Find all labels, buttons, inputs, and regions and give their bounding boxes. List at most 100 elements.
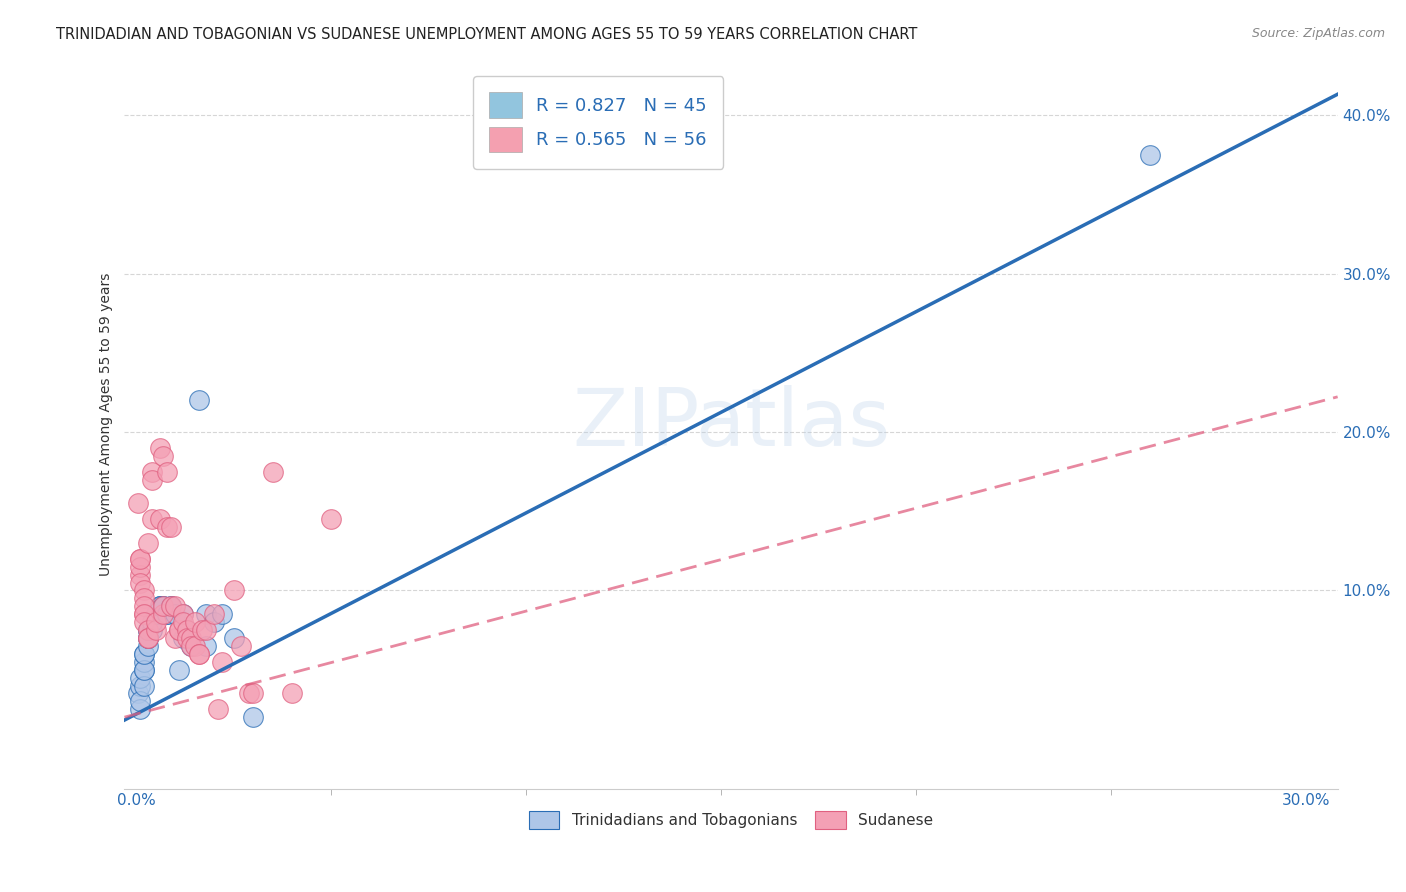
Point [141, 623, 163, 637]
Y-axis label: Unemployment Among Ages 55 to 59 years: Unemployment Among Ages 55 to 59 years [100, 272, 114, 575]
Point [242, 686, 264, 700]
Point [132, 679, 155, 693]
Point [165, 631, 187, 645]
Point [172, 607, 194, 622]
Point [281, 686, 304, 700]
Point [145, 615, 167, 629]
Legend: Trinidadians and Tobagonians, Sudanese: Trinidadians and Tobagonians, Sudanese [523, 805, 939, 836]
Point [152, 599, 174, 614]
Point [167, 623, 190, 637]
Point [145, 623, 167, 637]
Point [129, 575, 152, 590]
Point [165, 607, 187, 622]
Point [127, 496, 149, 510]
Point [191, 623, 214, 637]
Point [152, 599, 174, 614]
Point [132, 607, 155, 622]
Point [136, 631, 159, 645]
Point [132, 615, 155, 629]
Point [152, 607, 174, 622]
Point [136, 623, 159, 637]
Point [132, 607, 155, 622]
Point [136, 631, 159, 645]
Point [156, 465, 179, 479]
Point [180, 639, 202, 653]
Point [129, 694, 152, 708]
Text: ZIPatlas: ZIPatlas [572, 385, 890, 463]
Point [136, 631, 159, 645]
Point [165, 599, 187, 614]
Point [160, 520, 183, 534]
Point [183, 639, 205, 653]
Point [160, 599, 183, 614]
Point [195, 639, 218, 653]
Point [172, 615, 194, 629]
Point [136, 639, 159, 653]
Point [202, 607, 225, 622]
Point [129, 702, 152, 716]
Point [1139, 147, 1161, 161]
Point [132, 663, 155, 677]
Point [172, 631, 194, 645]
Point [136, 623, 159, 637]
Point [222, 583, 245, 598]
Point [132, 583, 155, 598]
Point [187, 393, 209, 408]
Point [141, 615, 163, 629]
Point [195, 623, 218, 637]
Point [141, 465, 163, 479]
Point [172, 607, 194, 622]
Point [242, 710, 264, 724]
Point [156, 607, 179, 622]
Point [145, 607, 167, 622]
Point [141, 615, 163, 629]
Point [148, 441, 170, 455]
Point [127, 686, 149, 700]
Point [132, 647, 155, 661]
Point [262, 465, 284, 479]
Point [129, 671, 152, 685]
Point [195, 607, 218, 622]
Point [136, 536, 159, 550]
Point [321, 512, 343, 526]
Point [129, 567, 152, 582]
Point [211, 607, 233, 622]
Point [238, 686, 260, 700]
Point [167, 623, 190, 637]
Point [176, 623, 198, 637]
Point [222, 631, 245, 645]
Point [148, 512, 170, 526]
Point [136, 623, 159, 637]
Point [152, 599, 174, 614]
Point [160, 599, 183, 614]
Point [132, 655, 155, 669]
Point [176, 623, 198, 637]
Point [145, 607, 167, 622]
Point [132, 663, 155, 677]
Point [129, 679, 152, 693]
Point [207, 702, 229, 716]
Point [187, 647, 209, 661]
Point [141, 512, 163, 526]
Point [148, 599, 170, 614]
Text: TRINIDADIAN AND TOBAGONIAN VS SUDANESE UNEMPLOYMENT AMONG AGES 55 TO 59 YEARS CO: TRINIDADIAN AND TOBAGONIAN VS SUDANESE U… [56, 27, 918, 42]
Point [211, 655, 233, 669]
Text: Source: ZipAtlas.com: Source: ZipAtlas.com [1251, 27, 1385, 40]
Point [152, 449, 174, 463]
Point [187, 647, 209, 661]
Point [176, 631, 198, 645]
Point [129, 559, 152, 574]
Point [160, 599, 183, 614]
Point [148, 599, 170, 614]
Point [167, 663, 190, 677]
Point [129, 551, 152, 566]
Point [136, 631, 159, 645]
Point [231, 639, 253, 653]
Point [156, 520, 179, 534]
Point [183, 615, 205, 629]
Point [132, 599, 155, 614]
Point [141, 473, 163, 487]
Point [180, 639, 202, 653]
Point [148, 599, 170, 614]
Point [156, 607, 179, 622]
